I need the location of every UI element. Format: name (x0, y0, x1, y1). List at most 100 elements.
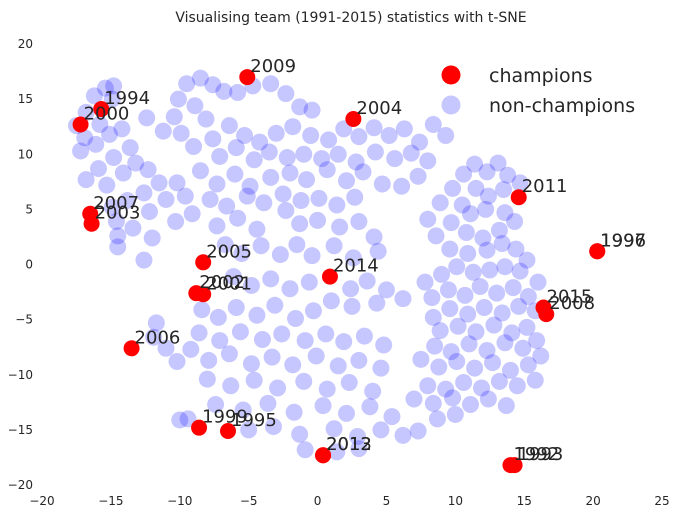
non-champion-point (504, 279, 522, 297)
non-champion-point (139, 161, 157, 179)
champion-point (538, 306, 555, 323)
champion-year-label: 1999 (202, 407, 248, 428)
non-champion-point (350, 351, 368, 369)
non-champion-point (409, 422, 427, 440)
non-champion-point (459, 244, 477, 262)
non-champion-point (372, 359, 390, 377)
x-tick-label: 25 (654, 494, 669, 508)
non-champion-point (147, 314, 165, 332)
non-champion-point (253, 330, 271, 348)
y-tick-label: 5 (25, 202, 33, 216)
non-champion-point (113, 120, 131, 138)
non-champion-point (325, 420, 343, 438)
non-champion-point (208, 175, 226, 193)
non-champion-point (511, 262, 529, 280)
non-champion-point (218, 197, 236, 215)
non-champion-point (278, 149, 296, 167)
non-champions-points (67, 69, 550, 461)
non-champion-point (245, 151, 263, 169)
non-champion-point (157, 339, 175, 357)
non-champion-point (380, 127, 398, 145)
champion-point (321, 268, 338, 285)
non-champion-point (185, 138, 203, 156)
y-tick-label: 20 (18, 37, 33, 51)
non-champion-point (309, 211, 327, 229)
y-tick-label: 0 (25, 258, 33, 272)
y-tick-label: −5 (15, 313, 33, 327)
non-champion-point (508, 377, 526, 395)
non-champion-point (493, 235, 511, 253)
non-champion-point (220, 345, 238, 363)
y-axis-ticks: −20 −15 −10 −5 0 5 10 15 20 (8, 37, 33, 492)
non-champion-point (211, 332, 229, 350)
non-champion-point (478, 163, 496, 181)
non-champion-point (529, 273, 547, 291)
non-champion-point (442, 343, 460, 361)
non-champion-point (375, 336, 393, 354)
non-champion-point (409, 167, 427, 185)
non-champion-point (325, 237, 343, 255)
non-champion-point (262, 75, 280, 93)
non-champion-point (241, 177, 259, 195)
non-champion-point (140, 203, 158, 221)
non-champion-point (87, 135, 105, 153)
non-champion-point (255, 194, 273, 212)
non-champion-point (501, 361, 519, 379)
non-champion-point (171, 411, 189, 429)
non-champion-point (446, 405, 464, 423)
non-champion-point (377, 281, 395, 299)
non-champion-point (296, 441, 314, 459)
champion-point (315, 447, 332, 464)
non-champion-point (343, 297, 361, 315)
champion-point (191, 419, 208, 436)
non-champion-point (287, 310, 305, 328)
x-tick-label: 15 (517, 494, 532, 508)
non-champion-point (186, 97, 204, 115)
non-champion-point (138, 109, 156, 127)
non-champion-point (251, 133, 269, 151)
non-champion-point (459, 305, 477, 323)
non-champion-point (394, 426, 412, 444)
non-champion-point (154, 122, 172, 140)
non-champion-point (489, 154, 507, 172)
non-champion-point (467, 179, 485, 197)
non-champion-point (277, 201, 295, 219)
champion-year-label: 1993 (518, 444, 564, 465)
non-champion-point (455, 165, 473, 183)
non-champion-point (439, 281, 457, 299)
non-champion-point (442, 214, 460, 232)
non-champion-point (461, 205, 479, 223)
non-champion-point (317, 325, 335, 343)
champion-year-label: 1995 (231, 410, 277, 431)
non-champion-point (72, 142, 90, 160)
non-champion-point (478, 241, 496, 259)
non-champion-point (225, 268, 243, 286)
non-champion-point (467, 323, 485, 341)
legend: champions non-champions (441, 65, 635, 117)
non-champion-point (215, 82, 233, 100)
non-champion-point (300, 273, 318, 291)
champion-point (345, 110, 362, 127)
non-champion-point (402, 144, 420, 162)
non-champion-point (519, 356, 537, 374)
legend-label-champions: champions (489, 65, 593, 87)
non-champion-point (368, 294, 386, 312)
non-champion-point (291, 215, 309, 233)
non-champion-point (322, 292, 340, 310)
non-champion-point (344, 249, 362, 267)
non-champion-point (358, 272, 376, 290)
non-champion-point (242, 355, 260, 373)
non-champion-point (216, 236, 234, 254)
non-champion-point (109, 238, 127, 256)
non-champion-point (267, 124, 285, 142)
non-champion-point (176, 187, 194, 205)
champion-point (589, 243, 606, 260)
champions-points (72, 69, 606, 474)
non-champion-point (490, 372, 508, 390)
non-champion-point (284, 356, 302, 374)
non-champion-point (252, 237, 270, 255)
x-tick-label: 0 (314, 494, 322, 508)
non-champion-point (477, 200, 495, 218)
